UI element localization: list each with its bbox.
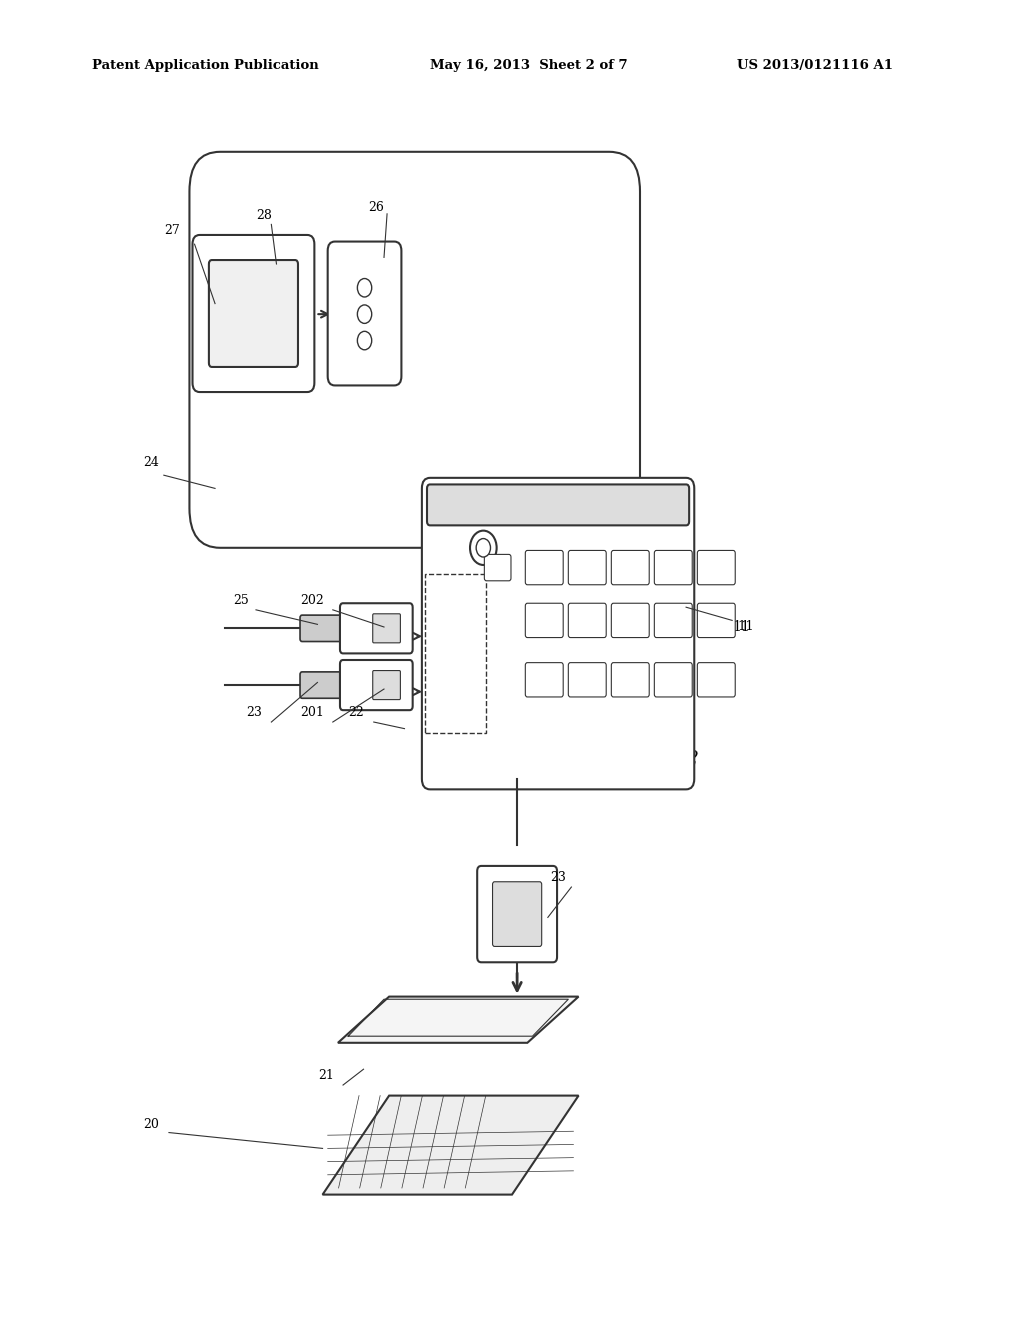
FancyBboxPatch shape (373, 671, 400, 700)
Text: 26: 26 (368, 201, 384, 214)
FancyBboxPatch shape (568, 663, 606, 697)
FancyBboxPatch shape (340, 603, 413, 653)
Text: 21: 21 (317, 1069, 334, 1082)
Text: 23: 23 (550, 871, 566, 884)
Circle shape (476, 539, 490, 557)
FancyBboxPatch shape (427, 484, 689, 525)
FancyBboxPatch shape (568, 550, 606, 585)
FancyBboxPatch shape (697, 603, 735, 638)
FancyBboxPatch shape (484, 554, 511, 581)
Circle shape (470, 531, 497, 565)
FancyBboxPatch shape (300, 672, 345, 698)
Circle shape (357, 331, 372, 350)
Text: May 16, 2013  Sheet 2 of 7: May 16, 2013 Sheet 2 of 7 (430, 59, 628, 73)
Circle shape (357, 305, 372, 323)
FancyBboxPatch shape (525, 603, 563, 638)
Text: 27: 27 (164, 224, 180, 238)
FancyBboxPatch shape (654, 603, 692, 638)
FancyBboxPatch shape (697, 550, 735, 585)
Text: 22: 22 (348, 706, 365, 719)
FancyBboxPatch shape (300, 615, 345, 642)
FancyBboxPatch shape (340, 660, 413, 710)
Text: 11: 11 (732, 620, 750, 634)
Text: 28: 28 (256, 209, 272, 222)
Polygon shape (323, 1096, 579, 1195)
FancyBboxPatch shape (697, 663, 735, 697)
Bar (425, 574, 486, 733)
Text: 11: 11 (737, 620, 754, 634)
Polygon shape (338, 997, 579, 1043)
Text: 24: 24 (143, 455, 160, 469)
FancyBboxPatch shape (373, 614, 400, 643)
FancyBboxPatch shape (493, 882, 542, 946)
FancyBboxPatch shape (611, 550, 649, 585)
FancyBboxPatch shape (525, 550, 563, 585)
Text: 25: 25 (232, 594, 249, 607)
Text: 23: 23 (246, 706, 262, 719)
FancyBboxPatch shape (611, 603, 649, 638)
Text: 202: 202 (300, 594, 325, 607)
FancyBboxPatch shape (422, 478, 694, 789)
Text: 201: 201 (300, 706, 325, 719)
FancyBboxPatch shape (328, 242, 401, 385)
FancyBboxPatch shape (654, 550, 692, 585)
Text: Patent Application Publication: Patent Application Publication (92, 59, 318, 73)
FancyBboxPatch shape (654, 663, 692, 697)
Circle shape (357, 279, 372, 297)
Text: 20: 20 (143, 1118, 160, 1131)
Text: Fig. 2: Fig. 2 (645, 746, 699, 768)
FancyBboxPatch shape (193, 235, 314, 392)
FancyBboxPatch shape (209, 260, 298, 367)
Text: US 2013/0121116 A1: US 2013/0121116 A1 (737, 59, 893, 73)
FancyBboxPatch shape (525, 663, 563, 697)
FancyBboxPatch shape (611, 663, 649, 697)
FancyBboxPatch shape (477, 866, 557, 962)
FancyBboxPatch shape (568, 603, 606, 638)
